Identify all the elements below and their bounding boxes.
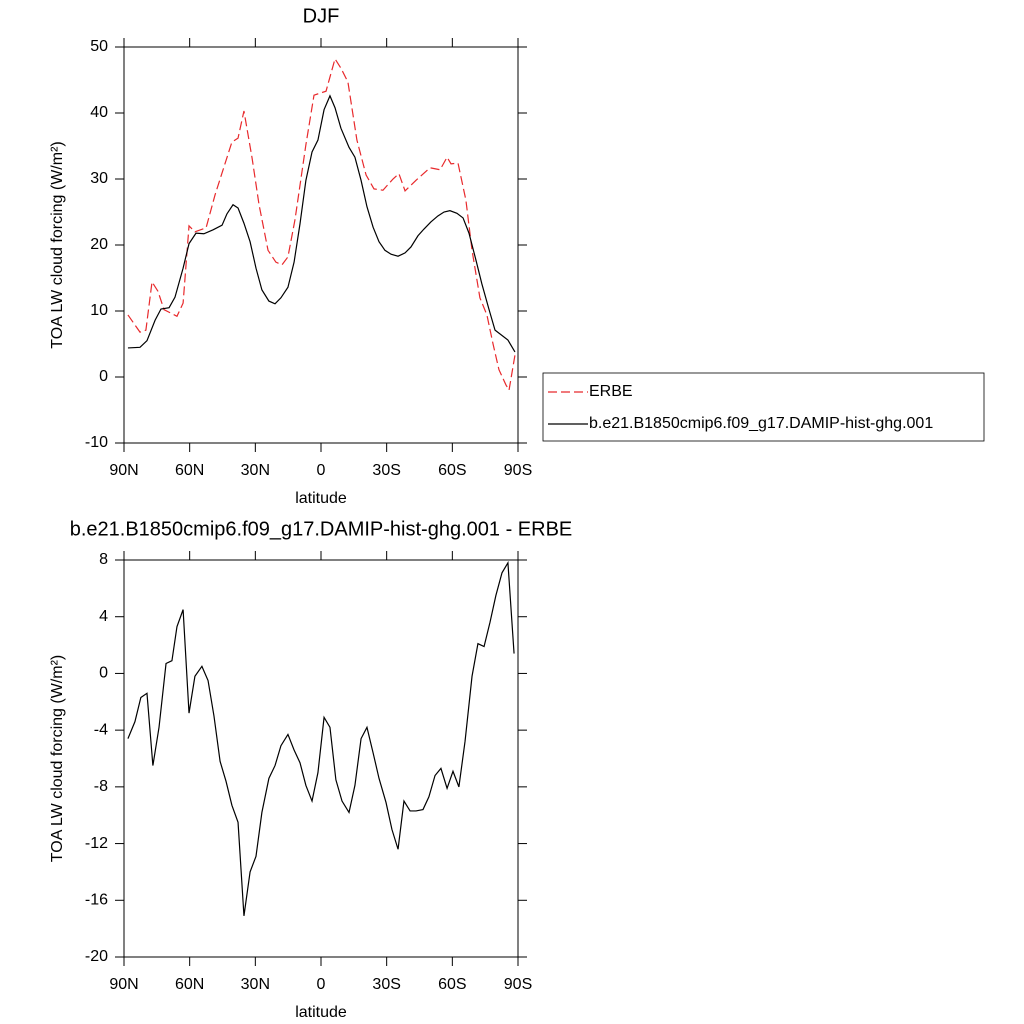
y-tick-label: -10 xyxy=(85,434,108,451)
x-tick-label: 90S xyxy=(504,976,532,993)
x-tick-label: 60N xyxy=(175,976,204,993)
x-tick-label: 90N xyxy=(109,462,138,479)
y-tick-label: -20 xyxy=(85,948,108,965)
y-tick-label: 20 xyxy=(90,236,108,253)
x-tick-label: 60N xyxy=(175,462,204,479)
y-tick-label: -16 xyxy=(85,892,108,909)
y-tick-label: 30 xyxy=(90,170,108,187)
x-tick-label: 60S xyxy=(438,976,466,993)
series-line xyxy=(127,57,516,392)
y-tick-label: 40 xyxy=(90,104,108,121)
x-tick-label: 30N xyxy=(241,976,270,993)
x-tick-label: 60S xyxy=(438,462,466,479)
x-tick-label: 30N xyxy=(241,462,270,479)
legend-label: ERBE xyxy=(589,383,633,400)
y-axis-label: TOA LW cloud forcing (W/m²) xyxy=(49,141,66,348)
x-axis-label: latitude xyxy=(295,490,347,507)
x-axis-label: latitude xyxy=(295,1004,347,1021)
y-tick-label: 0 xyxy=(99,665,108,682)
plot: b.e21.B1850cmip6.f09_g17.DAMIP-hist-ghg.… xyxy=(49,518,572,1021)
y-axis-label: TOA LW cloud forcing (W/m²) xyxy=(49,655,66,862)
x-tick-label: 0 xyxy=(317,976,326,993)
y-tick-label: 4 xyxy=(99,608,108,625)
chart-title: DJF xyxy=(303,5,340,27)
series-line xyxy=(127,94,516,353)
y-tick-label: 8 xyxy=(99,551,108,568)
series-line xyxy=(127,560,515,916)
x-tick-label: 90S xyxy=(504,462,532,479)
y-tick-label: 50 xyxy=(90,38,108,55)
plot: DJF latitude TOA LW cloud forcing (W/m²) 90… xyxy=(49,5,985,507)
legend: ERBE b.e21.B1850cmip6.f09_g17.DAMIP-hist-… xyxy=(542,372,985,442)
legend-frame xyxy=(542,372,985,442)
plot-frame xyxy=(123,46,519,444)
y-tick-label: -12 xyxy=(85,835,108,852)
x-tick-label: 90N xyxy=(109,976,138,993)
y-tick-label: -8 xyxy=(94,778,108,795)
legend-label: b.e21.B1850cmip6.f09_g17.DAMIP-hist-ghg.… xyxy=(589,415,933,432)
x-tick-label: 0 xyxy=(317,462,326,479)
y-tick-label: 0 xyxy=(99,368,108,385)
y-tick-label: -4 xyxy=(94,721,108,738)
chart-title: b.e21.B1850cmip6.f09_g17.DAMIP-hist-ghg.… xyxy=(70,518,573,540)
y-tick-label: 10 xyxy=(90,302,108,319)
x-tick-label: 30S xyxy=(372,976,400,993)
x-tick-label: 30S xyxy=(372,462,400,479)
